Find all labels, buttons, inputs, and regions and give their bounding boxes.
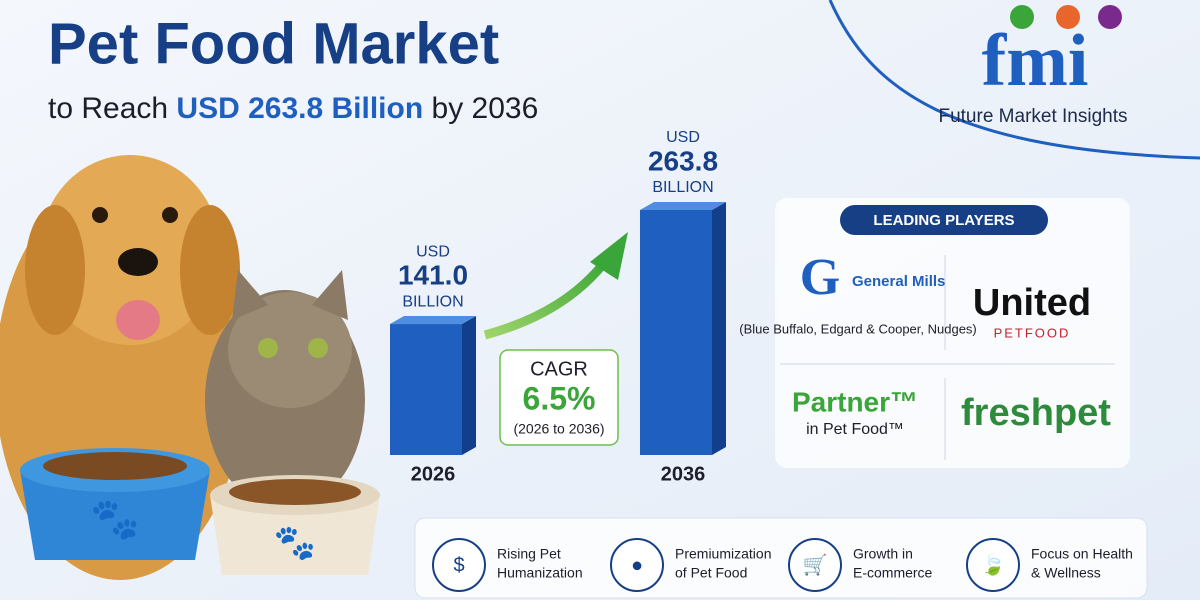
svg-text:🐾: 🐾: [274, 524, 316, 562]
bar-top: [390, 316, 476, 325]
growth-arrowhead: [590, 232, 628, 280]
player-note: PETFOOD: [994, 325, 1071, 340]
driver-line: of Pet Food: [675, 565, 747, 581]
bar-top: [640, 202, 726, 210]
logo-icon: [1098, 5, 1122, 29]
players-panel: [775, 198, 1130, 468]
accent-curve: [828, 0, 1200, 160]
subtitle-start: to Reach: [48, 92, 168, 125]
value-label: 263.8: [648, 145, 718, 176]
subtitle-highlight: USD 263.8 Billion: [176, 92, 423, 125]
player-name: Partner™: [792, 386, 918, 417]
logo-name: Future Market Insights: [938, 106, 1127, 127]
driver-line: Premiumization: [675, 546, 771, 562]
player-name: freshpet: [961, 392, 1111, 434]
player-name: United: [973, 282, 1091, 324]
subtitle: to Reach USD 263.8 Billion by 2036: [48, 92, 538, 125]
cagr-label: CAGR: [530, 358, 588, 380]
driver-icon: [432, 538, 486, 592]
drivers-panel: [414, 517, 1148, 599]
growth-arrow: [483, 255, 612, 340]
svg-text:🐾: 🐾: [90, 498, 140, 542]
bar: [640, 210, 712, 455]
bar-side: [712, 202, 726, 455]
players-badge: [840, 205, 1048, 235]
players-title: LEADING PLAYERS: [873, 212, 1014, 229]
drivers: $ Rising Pet Humanization ● Premiumization of…: [432, 538, 1133, 592]
value-prefix: USD: [416, 243, 450, 260]
player-note: (Blue Buffalo, Edgard & Cooper, Nudges): [739, 321, 977, 336]
cagr-value: 6.5%: [523, 380, 596, 416]
title: Pet Food Market: [48, 11, 499, 76]
logo-mark: fmi: [982, 20, 1089, 102]
driver-line: & Wellness: [1031, 565, 1101, 581]
cagr-period: (2026 to 2036): [513, 421, 604, 437]
subtitle-end: by 2036: [432, 92, 539, 125]
driver-line: Growth in: [853, 546, 913, 562]
driver-line: Focus on Health: [1031, 546, 1133, 562]
x-tick-label: 2026: [411, 463, 456, 485]
value-suffix: BILLION: [402, 293, 463, 310]
driver-icon-glyph: 🛒: [803, 552, 828, 576]
cagr-box: [499, 349, 619, 446]
player-name: General Mills: [852, 273, 945, 290]
bar: [390, 324, 462, 455]
driver-line: Humanization: [497, 565, 583, 581]
bar-side: [462, 316, 476, 455]
driver-icon-glyph: ●: [631, 554, 643, 576]
driver-icon-glyph: $: [453, 554, 464, 576]
driver-line: Rising Pet: [497, 546, 561, 562]
driver-icon: [966, 538, 1020, 592]
driver-icon-glyph: 🍃: [981, 552, 1006, 576]
general-mills-icon: G: [800, 249, 840, 306]
driver-icon: [610, 538, 664, 592]
value-label: 141.0: [398, 259, 468, 290]
logo-icon: [1056, 5, 1080, 29]
value-prefix: USD: [666, 129, 700, 146]
player-note: in Pet Food™: [806, 421, 904, 438]
driver-icon: [788, 538, 842, 592]
x-tick-label: 2036: [661, 463, 706, 485]
driver-line: E-commerce: [853, 565, 933, 581]
logo-icon: [1010, 5, 1034, 29]
value-suffix: BILLION: [652, 179, 713, 196]
pet-illustration: 🐾 🐾: [0, 155, 380, 580]
